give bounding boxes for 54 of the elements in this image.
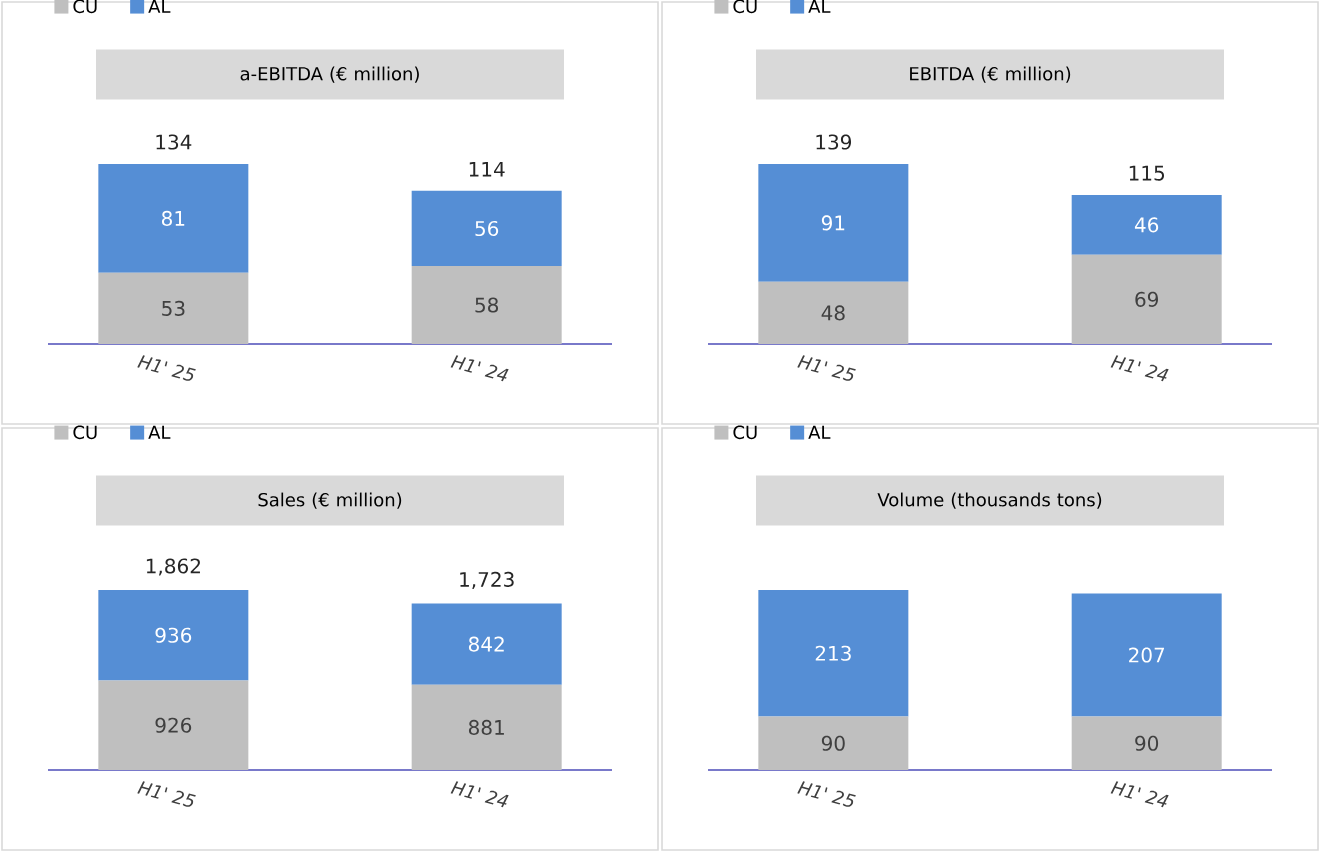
chart-title: Sales (€ million) [258, 492, 402, 509]
legend-label: CU [733, 425, 757, 440]
data-label: 48 [821, 305, 845, 321]
bar [758, 164, 909, 282]
x-tick-label: H1' 24 [450, 781, 509, 808]
x-tick-label: H1' 24 [1110, 355, 1169, 382]
bar [98, 590, 249, 681]
data-label: 81 [161, 210, 185, 226]
chart-title: Volume (thousands tons) [877, 492, 1102, 509]
total-label: 134 [156, 134, 192, 150]
total-label: 1,723 [460, 571, 514, 590]
data-label: 90 [1135, 735, 1159, 751]
data-label: 53 [162, 300, 185, 316]
bar [411, 266, 562, 345]
chart-title: a-EBITDA (€ million) [240, 66, 419, 83]
legend-label: CU [73, 0, 97, 14]
total-label: 1,862 [146, 558, 200, 576]
x-tick-label: H1' 25 [137, 781, 196, 807]
legend-label: CU [733, 0, 757, 14]
data-label: 881 [468, 719, 504, 735]
data-label: 926 [155, 717, 192, 733]
x-tick-label: H1' 25 [797, 355, 856, 381]
bar [1071, 254, 1222, 345]
legend-label: AL [808, 0, 831, 13]
data-label: 58 [475, 297, 499, 313]
bar [98, 164, 249, 273]
data-label: 90 [821, 735, 845, 751]
x-tick-label: H1' 24 [450, 355, 509, 382]
x-tick-label: H1' 25 [137, 355, 196, 381]
data-label: 207 [1129, 647, 1165, 663]
x-tick-label: H1' 24 [1110, 781, 1169, 808]
data-label: 56 [475, 220, 499, 237]
legend-label: AL [808, 425, 831, 439]
data-label: 91 [821, 215, 845, 231]
bar [411, 684, 562, 771]
data-label: 46 [1134, 217, 1159, 233]
bar [98, 272, 249, 345]
total-label: 114 [469, 161, 505, 177]
bar [411, 603, 562, 685]
bar [411, 190, 562, 267]
bar [98, 680, 249, 771]
total-label: 139 [816, 134, 852, 150]
legend-label: AL [148, 0, 171, 13]
bar [758, 281, 909, 345]
legend-label: CU [73, 425, 97, 440]
data-label: 842 [468, 636, 504, 652]
data-label: 213 [815, 645, 851, 661]
legend-label: AL [148, 425, 171, 439]
total-label: 115 [1129, 165, 1165, 181]
data-label: 936 [155, 627, 192, 643]
data-label: 69 [1135, 291, 1158, 307]
chart-title: EBITDA (€ million) [910, 66, 1071, 83]
x-tick-label: H1' 25 [797, 781, 856, 807]
bar [1071, 195, 1222, 255]
